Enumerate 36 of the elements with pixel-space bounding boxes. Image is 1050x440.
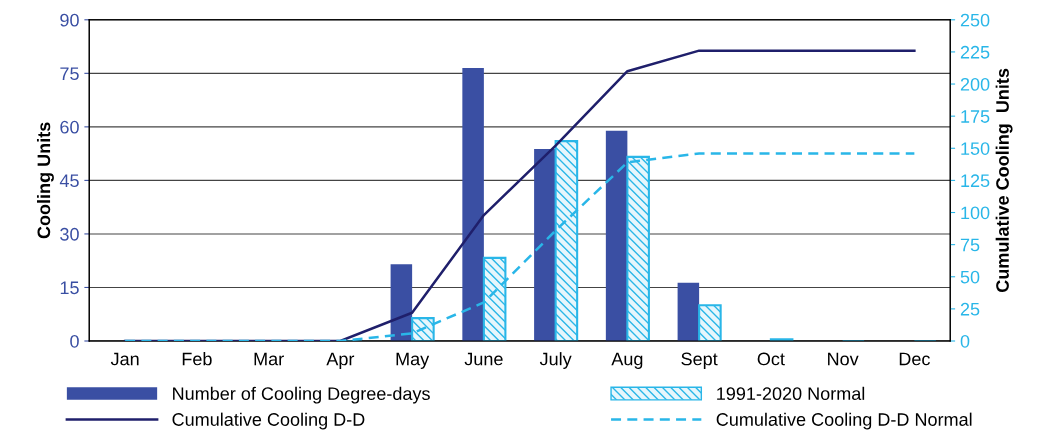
y2-tick-label: 75 <box>960 238 980 252</box>
y2-tick-label: 125 <box>961 174 990 188</box>
x-tick-label: Aug <box>611 352 643 369</box>
legend-label: Number of Cooling Degree-days <box>173 386 430 404</box>
x-tick-label: Dec <box>899 352 930 366</box>
legend-label: 1991-2020 Normal <box>717 386 865 401</box>
y-tick-label: 60 <box>60 120 79 134</box>
y2-tick-label: 250 <box>960 13 990 27</box>
y2-axis-title: Cumulative Cooling Units <box>995 68 1013 292</box>
legend-label: Cumulative Cooling D-D <box>172 412 365 430</box>
y2-tick-label: 25 <box>960 302 980 316</box>
x-tick-label: Mar <box>254 352 284 366</box>
y2-tick-label: 50 <box>960 270 980 284</box>
x-tick-label: Oct <box>757 352 785 366</box>
x-tick-label: Nov <box>828 352 859 366</box>
y2-tick-label: 225 <box>960 45 990 59</box>
y-tick-label: 15 <box>60 281 79 295</box>
x-tick-label: Apr <box>326 352 355 369</box>
x-tick-label: June <box>464 352 503 366</box>
x-tick-label: Sept <box>681 352 718 369</box>
y2-tick-label: 200 <box>960 77 990 91</box>
x-tick-label: May <box>396 352 430 369</box>
y2-tick-label: 150 <box>961 142 990 155</box>
y-tick-label: 0 <box>70 334 79 348</box>
y-tick-label: 30 <box>60 227 79 241</box>
legend-label: Cumulative Cooling D-D Normal <box>716 412 972 430</box>
x-tick-label: Feb <box>182 352 212 366</box>
x-tick-label: July <box>539 352 572 369</box>
y-tick-label: 90 <box>60 13 79 27</box>
y-tick-label: 45 <box>59 174 79 188</box>
y-tick-label: 75 <box>60 67 79 81</box>
y-axis-title: Cooling Units <box>36 122 54 239</box>
y2-tick-label: 175 <box>961 110 990 123</box>
x-tick-label: Jan <box>110 352 139 366</box>
y2-tick-label: 100 <box>961 206 990 220</box>
y2-tick-label: 0 <box>960 334 970 348</box>
